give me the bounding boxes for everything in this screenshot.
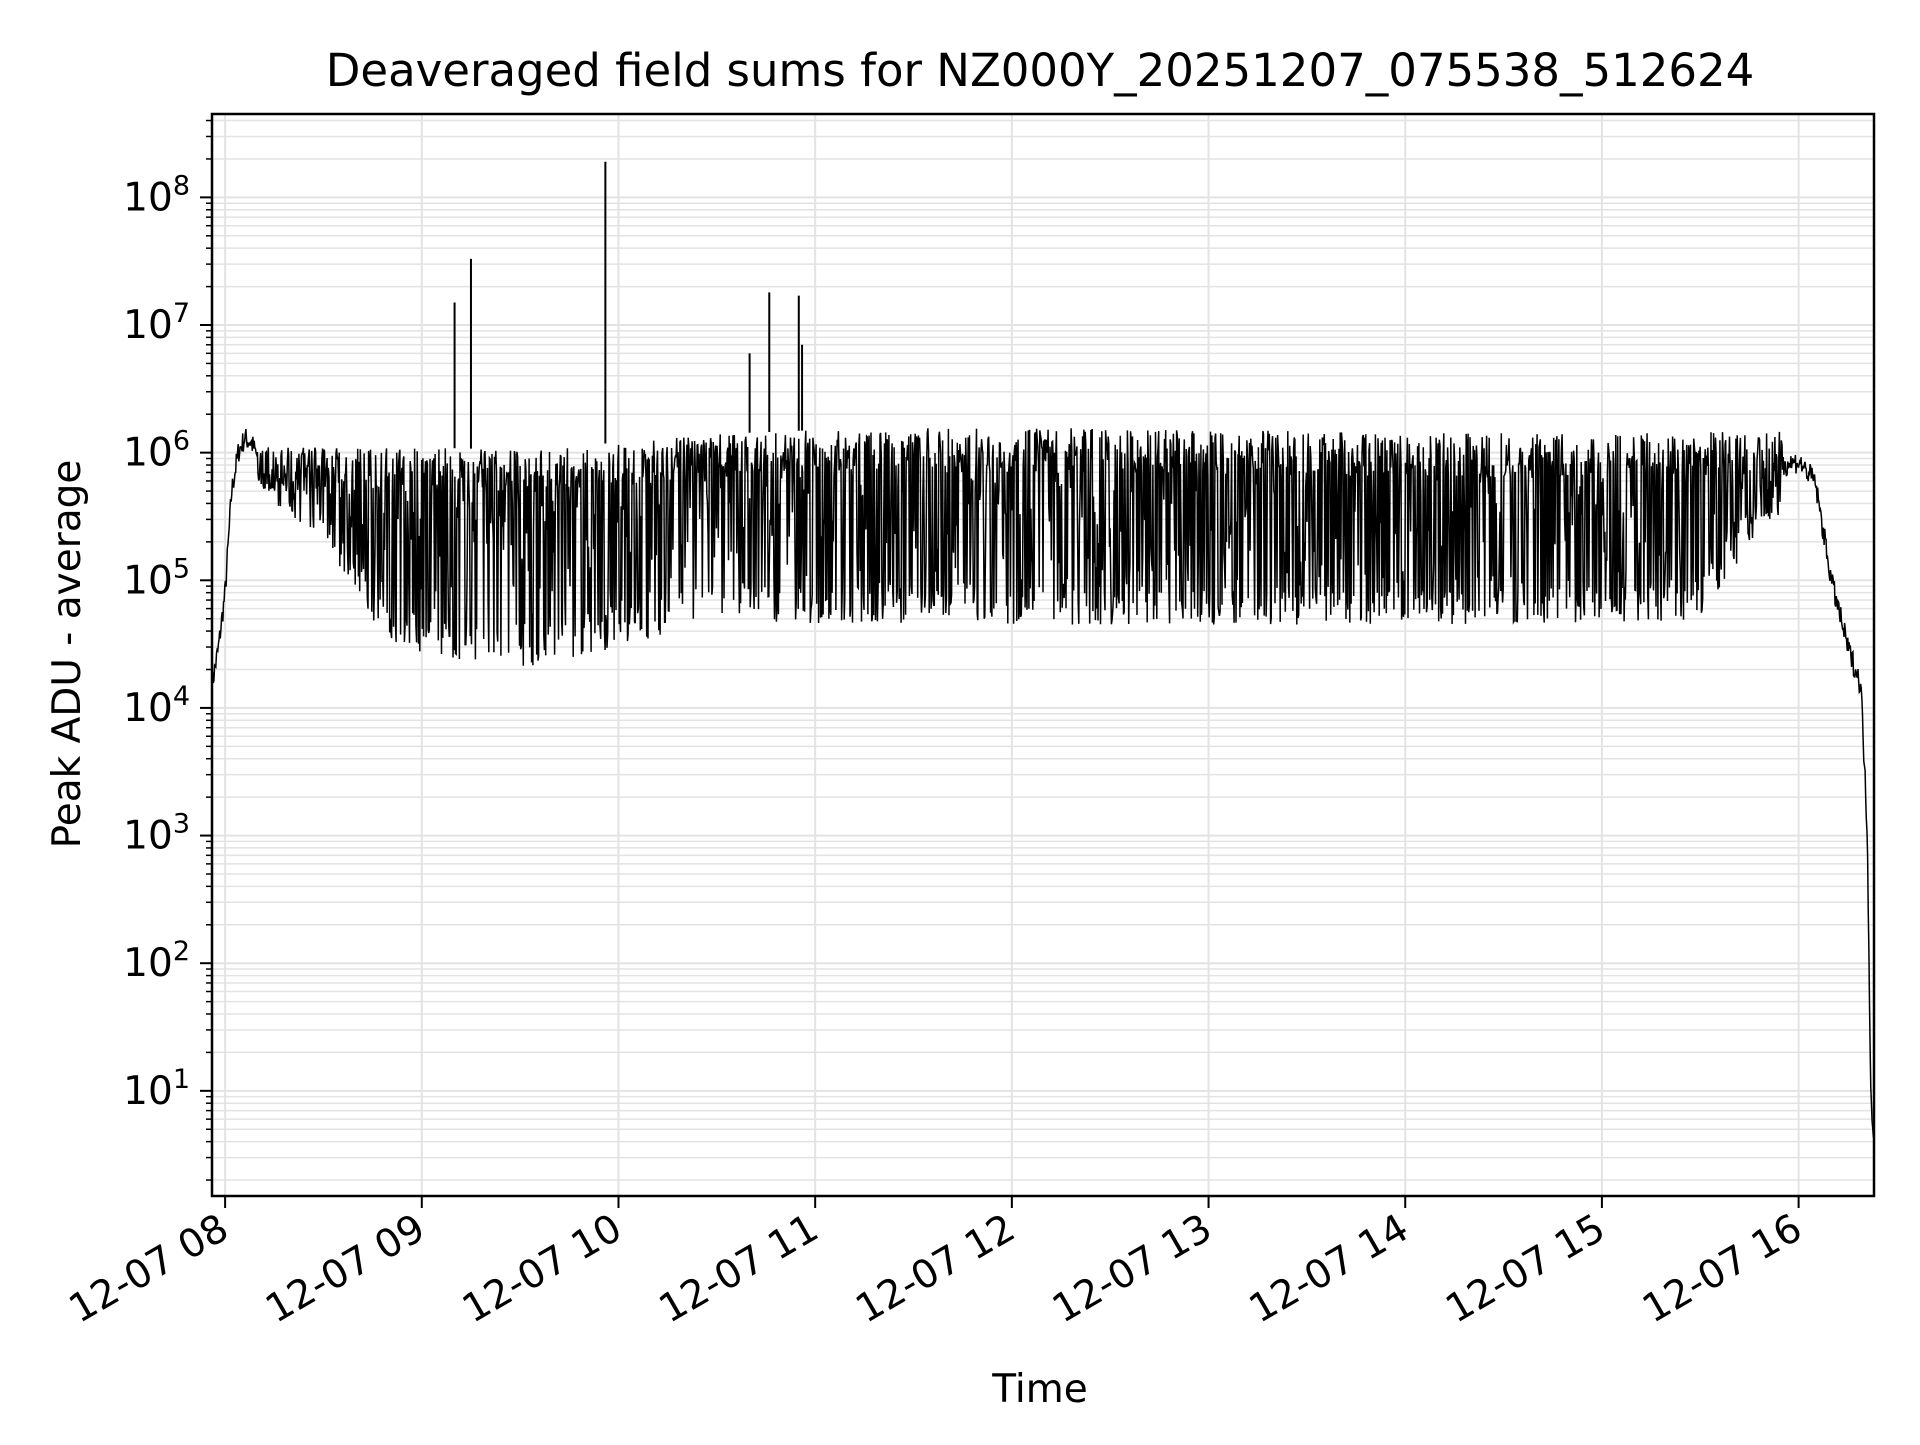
y-tick-label: 107 xyxy=(123,298,190,348)
y-tick-label: 105 xyxy=(123,553,190,603)
chart-title: Deaveraged field sums for NZ000Y_2025120… xyxy=(326,44,1755,97)
x-axis-label: Time xyxy=(991,1367,1087,1412)
y-tick-label: 103 xyxy=(123,809,190,859)
series-line xyxy=(211,428,1875,1139)
y-axis-label: Peak ADU - average xyxy=(45,460,90,849)
plot-frame xyxy=(210,112,1876,1198)
y-tick-label: 108 xyxy=(123,170,190,220)
y-tick-label: 104 xyxy=(123,681,190,731)
y-tick-label: 102 xyxy=(123,936,190,986)
y-tick-label: 101 xyxy=(123,1064,190,1114)
y-tick-label: 106 xyxy=(123,426,190,476)
